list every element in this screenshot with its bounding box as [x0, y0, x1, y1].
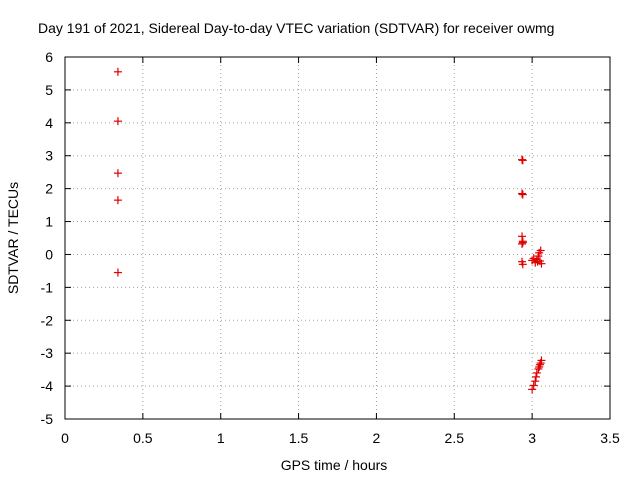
y-tick-label: 1: [45, 214, 53, 230]
x-tick-label: 0.5: [133, 430, 153, 446]
y-tick-label: -4: [41, 378, 54, 394]
data-point: [113, 268, 122, 277]
data-point: [113, 196, 122, 205]
y-tick-label: 6: [45, 49, 53, 65]
data-point: [536, 246, 545, 255]
x-tick-label: 0: [61, 430, 69, 446]
chart-title: Day 191 of 2021, Sidereal Day-to-day VTE…: [38, 20, 554, 36]
x-axis-label: GPS time / hours: [281, 457, 388, 473]
data-point: [534, 364, 543, 373]
x-tick-label: 3: [528, 430, 536, 446]
data-point: [533, 257, 542, 266]
grid-lines: [65, 57, 610, 419]
data-point: [518, 189, 527, 198]
data-point: [537, 259, 546, 268]
data-point: [537, 356, 546, 365]
y-tick-label: -1: [41, 279, 54, 295]
data-point: [113, 169, 122, 178]
y-tick-labels: -5 -4 -3 -2 -1 0 1 2 3 4 5 6: [41, 49, 54, 427]
y-tick-label: -3: [41, 345, 54, 361]
data-point: [518, 232, 527, 241]
data-points: [113, 67, 546, 394]
x-tick-label: 3.5: [600, 430, 620, 446]
data-point: [532, 368, 541, 377]
data-point: [518, 260, 527, 269]
x-tick-labels: 0 0.5 1 1.5 2 2.5 3 3.5: [61, 430, 620, 446]
x-tick-label: 1.5: [289, 430, 309, 446]
y-tick-label: 5: [45, 82, 53, 98]
data-point: [532, 372, 541, 381]
data-point: [113, 67, 122, 76]
data-point: [113, 117, 122, 126]
plot-frame: [64, 56, 611, 420]
y-axis-label: SDTVAR / TECUs: [5, 182, 21, 294]
data-point: [529, 381, 538, 390]
y-tick-label: 0: [45, 246, 53, 262]
axis-ticks: [64, 56, 611, 420]
data-point: [518, 238, 527, 247]
y-tick-label: -5: [41, 411, 54, 427]
data-point: [534, 252, 543, 261]
y-tick-label: 4: [45, 115, 53, 131]
y-tick-label: 2: [45, 181, 53, 197]
x-tick-label: 2: [373, 430, 381, 446]
y-tick-label: 3: [45, 148, 53, 164]
data-point: [518, 239, 527, 248]
data-point: [528, 385, 537, 394]
x-tick-label: 2.5: [445, 430, 465, 446]
data-point: [518, 155, 527, 164]
data-point: [518, 156, 527, 165]
data-point: [535, 360, 544, 369]
x-tick-label: 1: [217, 430, 225, 446]
data-point: [518, 190, 527, 199]
data-point: [531, 377, 540, 386]
y-tick-label: -2: [41, 312, 54, 328]
